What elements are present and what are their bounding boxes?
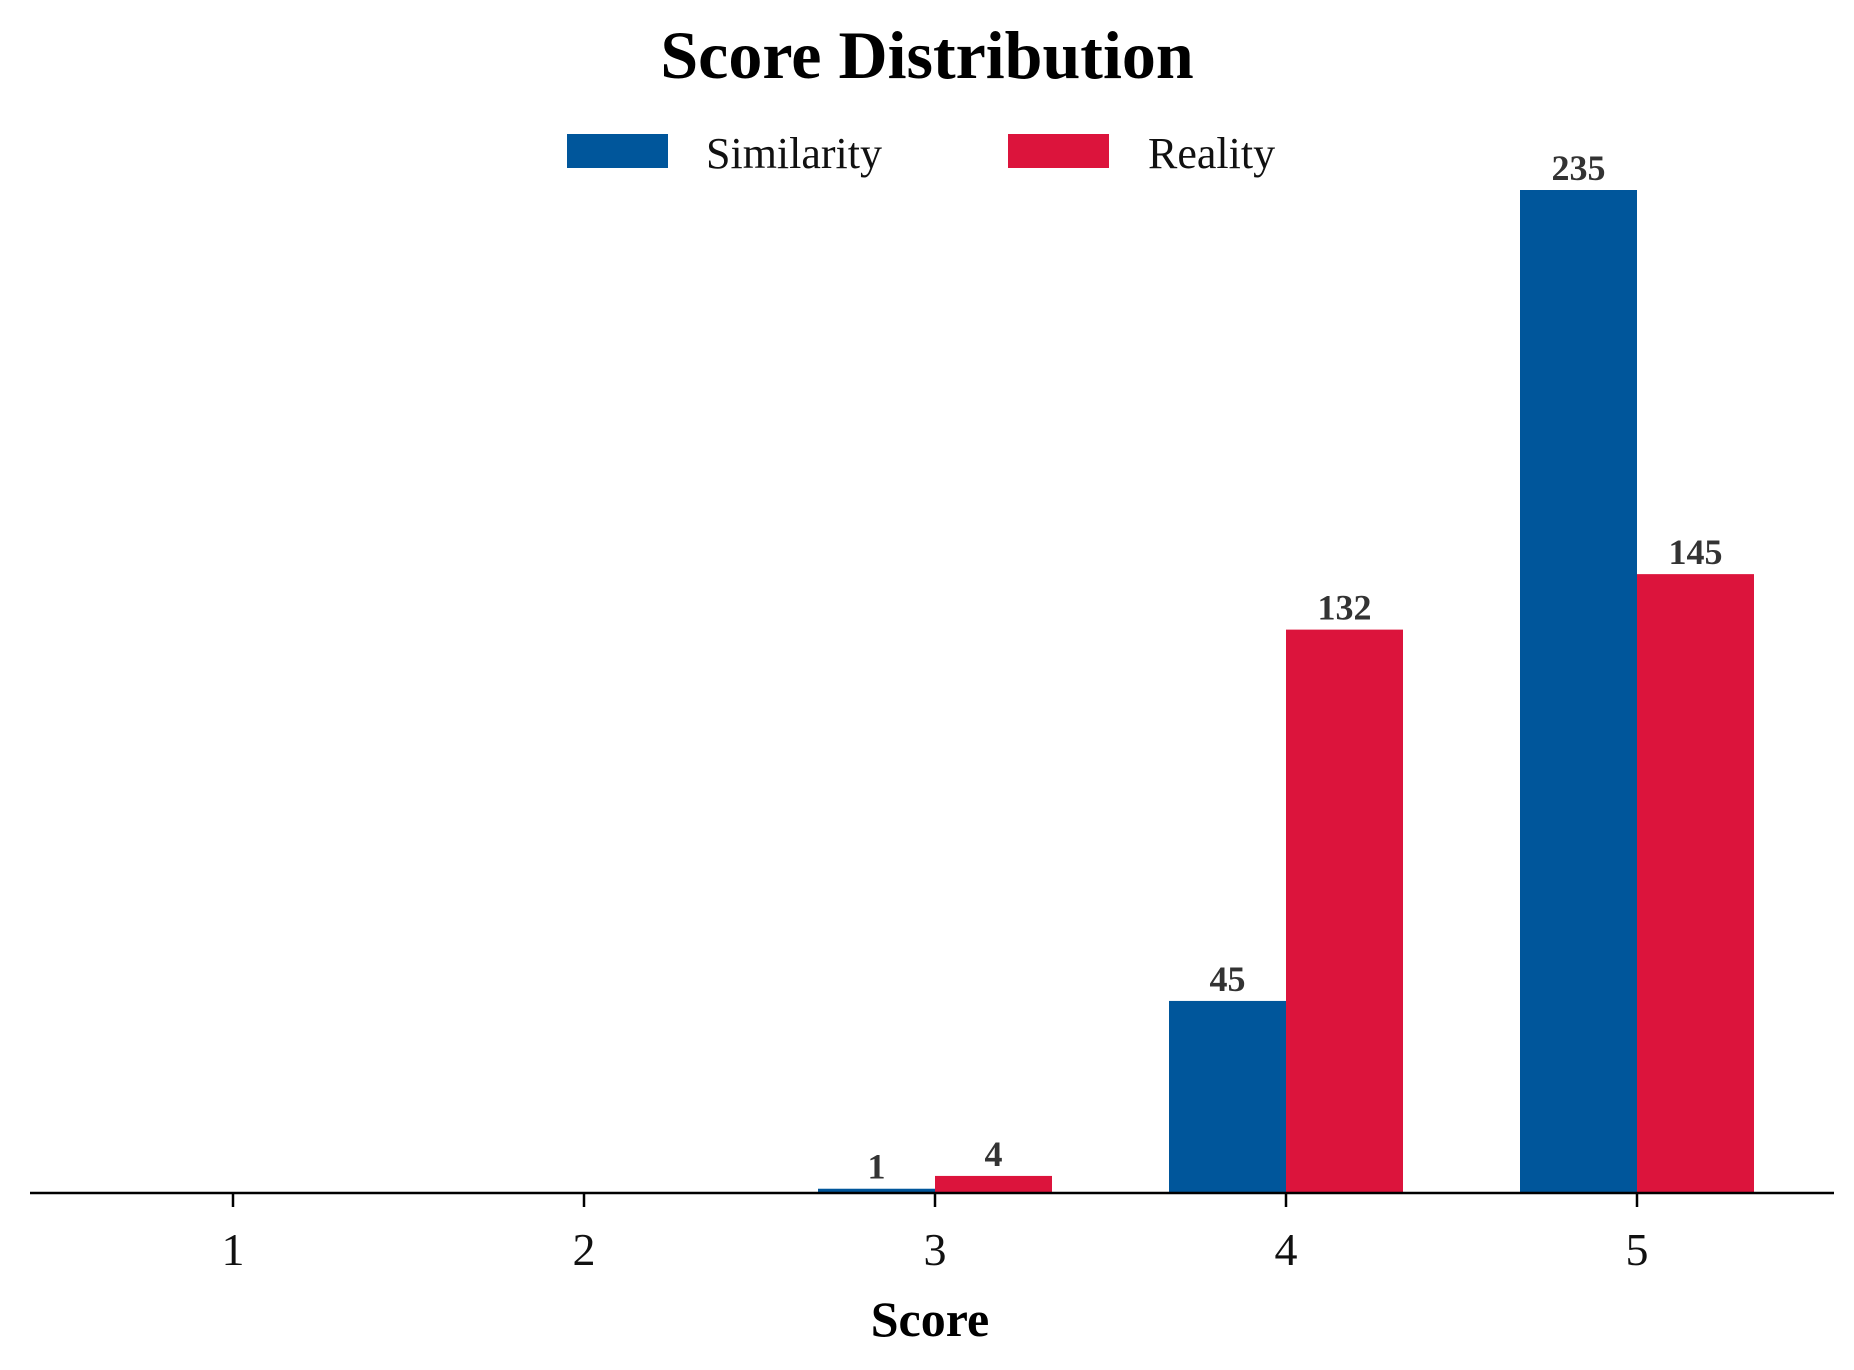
bars-group: [818, 190, 1754, 1193]
data-label-reality-score-5: 145: [1669, 532, 1723, 572]
bar-reality-score-4: [1286, 629, 1403, 1193]
x-tick-label-5: 5: [1626, 1224, 1649, 1275]
bar-similarity-score-4: [1169, 1000, 1286, 1193]
x-axis-label: Score: [871, 1291, 989, 1347]
legend-swatch-reality: [1008, 134, 1109, 168]
chart-title: Score Distribution: [660, 17, 1193, 93]
x-tick-label-2: 2: [573, 1224, 596, 1275]
bar-similarity-score-3: [818, 1188, 935, 1193]
legend-label-similarity: Similarity: [706, 129, 882, 178]
x-tick-label-4: 4: [1275, 1224, 1298, 1275]
x-ticks-group: 1 2 3 4 5: [222, 1193, 1649, 1275]
data-label-reality-score-3: 4: [985, 1134, 1003, 1174]
legend-swatch-similarity: [567, 134, 668, 168]
x-tick-label-1: 1: [222, 1224, 245, 1275]
data-label-similarity-score-4: 45: [1210, 959, 1246, 999]
data-label-reality-score-4: 132: [1318, 588, 1372, 628]
bar-similarity-score-5: [1520, 190, 1637, 1193]
legend: Similarity Reality: [567, 129, 1275, 178]
x-tick-label-3: 3: [924, 1224, 947, 1275]
data-label-similarity-score-3: 1: [868, 1147, 886, 1187]
bar-reality-score-5: [1637, 574, 1754, 1193]
bar-reality-score-3: [935, 1175, 1052, 1193]
data-label-similarity-score-5: 235: [1552, 148, 1606, 188]
data-labels-group: 1 4 45 132 235 145: [868, 148, 1723, 1187]
legend-label-reality: Reality: [1148, 129, 1275, 178]
